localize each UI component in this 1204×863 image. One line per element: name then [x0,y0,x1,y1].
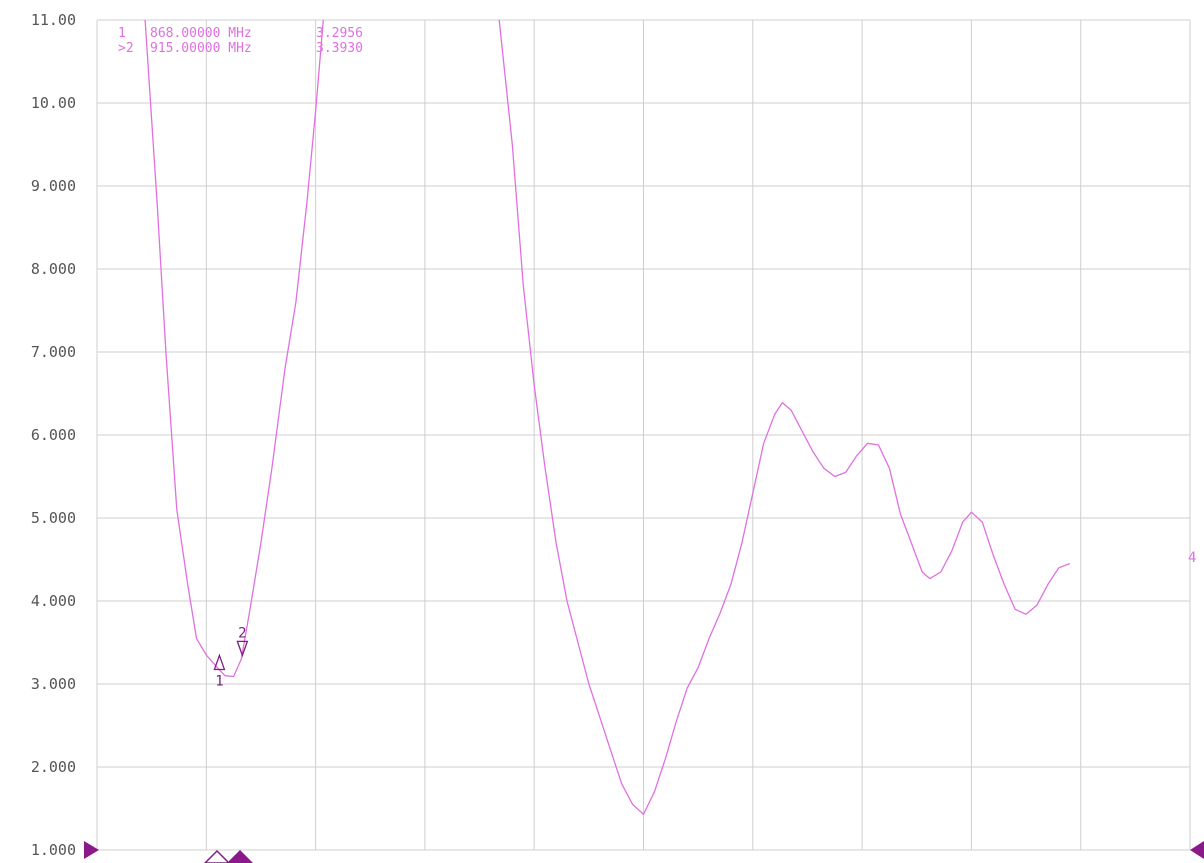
y-tick-label-9: 10.00 [31,94,76,112]
readout-freq-1: 915.00000 MHz [150,41,252,56]
readout-freq-0: 868.00000 MHz [150,26,252,41]
y-tick-label-6: 7.000 [31,343,76,361]
trace-end-label: 4 [1188,550,1196,566]
y-tick-label-1: 2.000 [31,758,76,776]
reference-left-arrow[interactable] [84,841,99,859]
y-tick-label-7: 8.000 [31,260,76,278]
trace-group [144,19,1071,815]
y-tick-labels: 1.000 2.000 3.000 4.000 5.000 6.000 7.000 8.000… [31,11,76,859]
readout-value-1: 3.3930 [316,41,363,56]
horizontal-gridlines [97,19,1190,851]
marker-2-label: 2 [238,625,246,641]
marker-2-icon[interactable] [236,640,249,658]
y-tick-label-10: 11.00 [31,11,76,29]
trace-segment-1 [144,19,324,678]
marker-bottom-outline-icon[interactable] [203,849,231,863]
readout-id-0: 1 [118,26,126,41]
marker-readout: 1 868.00000 MHz 3.2956 >2 915.00000 MHz 3.393… [118,26,363,56]
y-tick-label-3: 4.000 [31,592,76,610]
y-tick-label-8: 9.000 [31,177,76,195]
trace-segment-2 [498,19,1071,815]
y-tick-label-2: 3.000 [31,675,76,693]
marker-1-label: 1 [215,673,223,689]
edge-arrows [84,841,1204,863]
y-tick-label-4: 5.000 [31,509,76,527]
reference-right-arrow[interactable] [1190,841,1204,859]
marker-group[interactable]: 12 [213,625,249,689]
marker-1-icon[interactable] [213,653,226,671]
y-tick-label-5: 6.000 [31,426,76,444]
y-tick-label-0: 1.000 [31,841,76,859]
active-marker-bottom-icon[interactable] [227,850,253,863]
readout-id-1: >2 [118,41,134,56]
readout-value-0: 3.2956 [316,26,363,41]
